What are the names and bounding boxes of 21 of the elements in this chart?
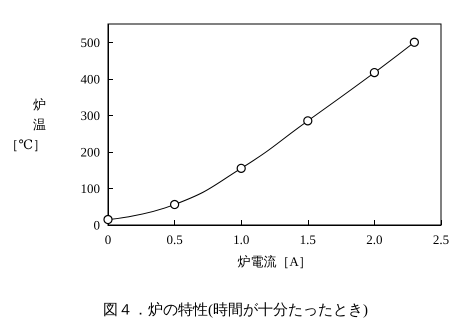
point bbox=[103, 214, 113, 224]
y-tick-label: 200 bbox=[80, 144, 100, 160]
y-tick-label: 500 bbox=[80, 34, 100, 50]
point bbox=[170, 200, 180, 210]
text: 図４．炉の特性(時間が十分たったとき) bbox=[103, 302, 368, 318]
x-tick-label: 2.0 bbox=[366, 232, 383, 247]
point bbox=[410, 38, 419, 47]
y-tick-label: 400 bbox=[80, 71, 100, 86]
x-tick-label: 0 bbox=[104, 232, 112, 247]
x-axis-title: 炉電流［A］ bbox=[237, 254, 312, 269]
point bbox=[303, 116, 312, 126]
x-tick-label: 0.5 bbox=[166, 232, 183, 247]
x-tick-label: 2.5 bbox=[432, 232, 450, 247]
x-tick-label: 1.0 bbox=[233, 232, 250, 247]
x-tick-label: 1.5 bbox=[300, 232, 316, 247]
y-tick-label: 0 bbox=[94, 218, 100, 232]
y-axis-title: 炉温［℃］ bbox=[5, 97, 46, 152]
point bbox=[370, 68, 379, 78]
point bbox=[236, 164, 246, 173]
y-tick-label: 100 bbox=[80, 180, 100, 196]
y-tick-label: 300 bbox=[80, 108, 100, 123]
